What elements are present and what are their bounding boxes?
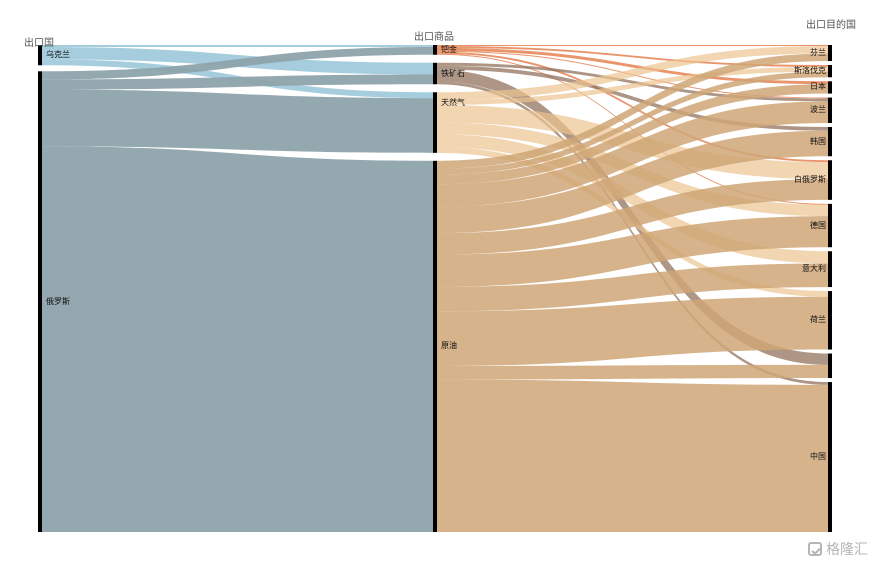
watermark: 格隆汇	[808, 539, 868, 559]
link-palladium-germany	[437, 53, 828, 205]
link-gas-italy	[437, 134, 828, 264]
link-oil-poland	[437, 101, 828, 207]
dest-node-japan	[828, 81, 832, 94]
dest-label-poland: 波兰	[810, 105, 826, 115]
dest-node-belarus	[828, 160, 832, 200]
dest-node-korea	[828, 127, 832, 157]
dest-node-finland	[828, 45, 832, 62]
link-oil-netherlands	[437, 296, 828, 366]
link-russia-ironore	[42, 74, 433, 90]
link-gas-slovakia	[437, 66, 828, 105]
header-product: 出口商品	[414, 32, 454, 43]
link-ukraine-palladium	[42, 45, 433, 48]
link-gas-finland	[437, 45, 828, 101]
source-label-russia: 俄罗斯	[46, 296, 70, 306]
link-oil-germany	[437, 216, 828, 287]
link-oil-japan	[437, 84, 828, 185]
link-palladium-belarus	[437, 51, 828, 163]
dest-label-korea: 韩国	[810, 136, 826, 146]
dest-node-poland	[828, 97, 832, 124]
dest-node-italy	[828, 251, 832, 288]
dest-label-italy: 意大利	[802, 264, 826, 274]
link-oil-belarus	[437, 179, 828, 255]
link-russia-oil	[42, 146, 433, 532]
header-destination: 出口目的国	[806, 20, 856, 31]
source-node-russia	[38, 71, 42, 533]
product-label-gas: 天然气	[441, 98, 465, 108]
link-palladium-slovakia	[437, 45, 828, 67]
links-layer	[42, 45, 828, 532]
link-ironore-korea	[437, 65, 828, 131]
link-russia-gas	[42, 89, 433, 153]
nodes-layer	[38, 45, 832, 533]
link-palladium-finland	[437, 45, 828, 46]
link-russia-palladium	[42, 46, 433, 80]
dest-node-slovakia	[828, 65, 832, 78]
link-ironore-poland	[437, 62, 828, 102]
link-oil-china	[437, 379, 828, 532]
dest-node-netherlands	[828, 291, 832, 350]
link-oil-finland	[437, 53, 828, 169]
dest-node-other	[828, 353, 832, 379]
header-source: 出口国	[24, 38, 54, 49]
product-node-oil	[433, 160, 437, 532]
dest-label-finland: 芬兰	[810, 48, 826, 58]
watermark-text: 格隆汇	[826, 542, 868, 558]
link-oil-korea	[437, 130, 828, 234]
source-label-ukraine: 乌克兰	[46, 50, 70, 60]
dest-node-germany	[828, 203, 832, 248]
logo-icon	[808, 542, 822, 556]
dest-label-japan: 日本	[810, 82, 826, 92]
dest-node-china	[828, 382, 832, 532]
product-node-gas	[433, 92, 437, 153]
dest-label-belarus: 白俄罗斯	[794, 175, 826, 185]
source-node-ukraine	[38, 45, 42, 66]
product-node-palladium	[433, 45, 437, 55]
link-ironore-china	[437, 81, 828, 385]
link-palladium-japan	[437, 47, 828, 85]
link-oil-other	[437, 364, 828, 380]
product-node-ironore	[433, 62, 437, 85]
dest-label-china: 中国	[810, 452, 826, 462]
dest-label-germany: 德国	[810, 220, 826, 230]
product-label-palladium: 钯金	[441, 44, 457, 54]
dest-label-netherlands: 荷兰	[810, 315, 826, 325]
link-oil-slovakia	[437, 71, 828, 175]
product-label-ironore: 铁矿石	[441, 68, 465, 78]
dest-label-slovakia: 斯洛伐克	[794, 66, 826, 76]
link-oil-italy	[437, 263, 828, 312]
product-label-oil: 原油	[441, 341, 457, 351]
